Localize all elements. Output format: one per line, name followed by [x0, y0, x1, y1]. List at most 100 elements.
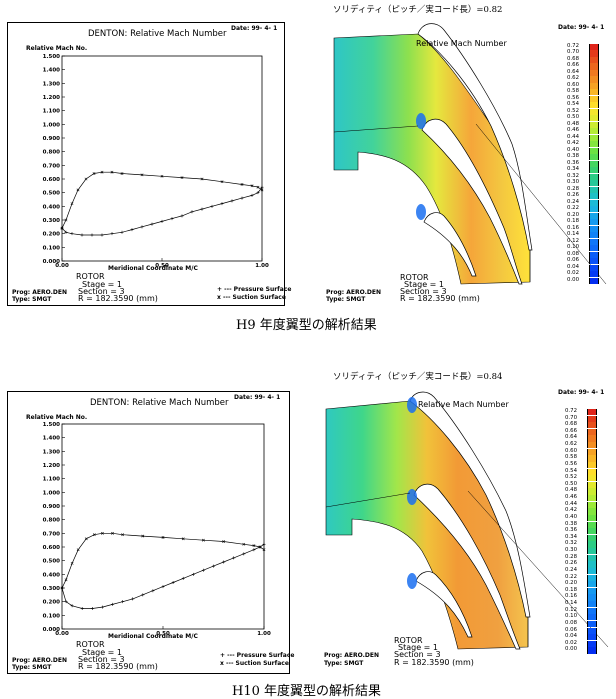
y-tick-label: 0.100: [43, 245, 61, 251]
y-tick-label: 0.700: [43, 531, 61, 537]
color-scale-entry: 0.38: [567, 153, 615, 161]
color-scale-entry: 0.12: [565, 607, 613, 615]
color-scale-label: 0.04: [567, 263, 580, 270]
color-scale-swatch: [587, 428, 597, 436]
data-point: [131, 597, 135, 601]
periodic-boundary: [467, 490, 609, 648]
data-point: [121, 600, 125, 604]
color-scale-entry: 0.34: [565, 533, 613, 542]
color-scale-swatch: [589, 225, 599, 232]
data-point: [242, 542, 246, 546]
color-scale-swatch: [587, 620, 597, 628]
color-scale-label: 0.36: [565, 527, 578, 534]
color-scale-label: 0.68: [567, 55, 580, 62]
data-point: [160, 174, 164, 178]
data-point: [100, 605, 104, 609]
color-scale-entry: 0.00: [565, 646, 613, 654]
contour-svg: [333, 23, 607, 285]
stagnation-zone: [416, 204, 426, 220]
color-scale-swatch: [587, 614, 597, 621]
data-point: [190, 210, 194, 214]
contour-rotor-label: ROTOR: [394, 636, 423, 645]
color-scale-label: 0.18: [567, 218, 580, 225]
color-scale-swatch: [587, 475, 597, 482]
color-scale-label: 0.06: [567, 257, 580, 264]
y-tick-label: 1.000: [43, 490, 61, 496]
data-point: [250, 184, 254, 188]
data-point: [220, 202, 224, 206]
color-scale-entry: 0.08: [565, 619, 613, 628]
color-scale-swatch: [589, 264, 599, 271]
color-scale-entry: 0.50: [567, 114, 615, 122]
color-scale-entry: 0.20: [567, 211, 615, 219]
data-point: [210, 204, 214, 208]
radius-label: R = 182.3590 (mm): [78, 294, 158, 303]
color-scale-entry: 0.42: [565, 507, 613, 515]
color-scale-label: 0.64: [567, 68, 580, 75]
color-scale-entry: 0.26: [565, 560, 613, 568]
color-scale-swatch: [589, 277, 599, 284]
color-scale-entry: 0.34: [567, 166, 615, 174]
color-scale-entry: 0.56: [565, 461, 613, 469]
color-scale-label: 0.30: [565, 547, 578, 554]
color-scale-swatch: [587, 508, 597, 515]
color-scale-label: 0.70: [565, 414, 578, 421]
plot-area: [61, 423, 265, 630]
y-tick-label: 0.200: [43, 600, 61, 606]
color-scale-entry: 0.20: [565, 580, 613, 588]
y-tick-label: 1.300: [43, 449, 61, 455]
color-scale-entry: 0.32: [567, 173, 615, 180]
color-scale-swatch: [587, 541, 597, 548]
color-scale-label: 0.34: [567, 166, 580, 173]
color-scale-entry: 0.72: [567, 43, 615, 51]
solidity-note: ソリディティ（ピッチ／実コード長）=0.82: [333, 5, 503, 15]
periodic-boundary: [325, 492, 411, 508]
stagnation-zone: [407, 573, 417, 589]
color-scale-entry: 0.58: [567, 88, 615, 96]
data-point: [80, 233, 84, 237]
color-scale-swatch: [587, 561, 597, 568]
data-point: [60, 586, 64, 590]
color-scale-swatch: [589, 160, 599, 167]
legend-pressure: + --- Pressure Surface: [220, 652, 295, 659]
color-scale-entry: 0.66: [567, 63, 615, 70]
color-scale-entry: 0.14: [565, 600, 613, 608]
line-chart-panel: DENTON: Relative Mach Number Date: 99- 4…: [7, 391, 294, 674]
color-scale-label: 0.20: [567, 211, 580, 218]
color-scale-label: 0.34: [565, 533, 578, 540]
color-scale-swatch: [589, 245, 599, 252]
y-tick-label: 0.800: [43, 150, 61, 156]
data-point: [222, 560, 226, 564]
color-scale-label: 0.36: [567, 159, 580, 166]
color-scale-label: 0.08: [565, 619, 578, 626]
color-scale-entry: 0.30: [565, 547, 613, 555]
data-point: [70, 604, 74, 608]
color-scale-swatch: [589, 271, 599, 278]
color-scale-swatch: [589, 115, 599, 122]
color-scale-swatch: [589, 56, 599, 64]
data-point: [256, 185, 260, 189]
y-tick-label: 0.500: [43, 191, 61, 197]
data-point: [240, 196, 244, 200]
series-line-suction-surface: [61, 532, 265, 589]
type-label: Type: SMGT: [12, 296, 52, 303]
color-scale-label: 0.48: [567, 120, 580, 127]
data-point: [100, 170, 104, 174]
color-scale-entry: 0.44: [567, 134, 615, 141]
y-tick-label: 1.500: [43, 54, 61, 60]
color-scale-swatch: [589, 95, 599, 102]
chart-date: Date: 99- 4- 1: [231, 25, 278, 32]
color-scale-label: 0.02: [565, 639, 578, 646]
color-scale-swatch: [587, 607, 597, 614]
color-scale-swatch: [589, 193, 599, 200]
color-scale-entry: 0.32: [565, 541, 613, 548]
data-point: [130, 228, 134, 232]
data-point: [232, 556, 236, 560]
color-scale-entry: 0.26: [567, 192, 615, 200]
color-scale-swatch: [587, 435, 597, 442]
color-scale-entry: 0.64: [565, 435, 613, 442]
data-point: [70, 232, 74, 236]
data-point: [76, 548, 80, 552]
color-scale-swatch: [589, 82, 599, 89]
prog-label: Prog: AERO.DEN: [12, 657, 67, 664]
